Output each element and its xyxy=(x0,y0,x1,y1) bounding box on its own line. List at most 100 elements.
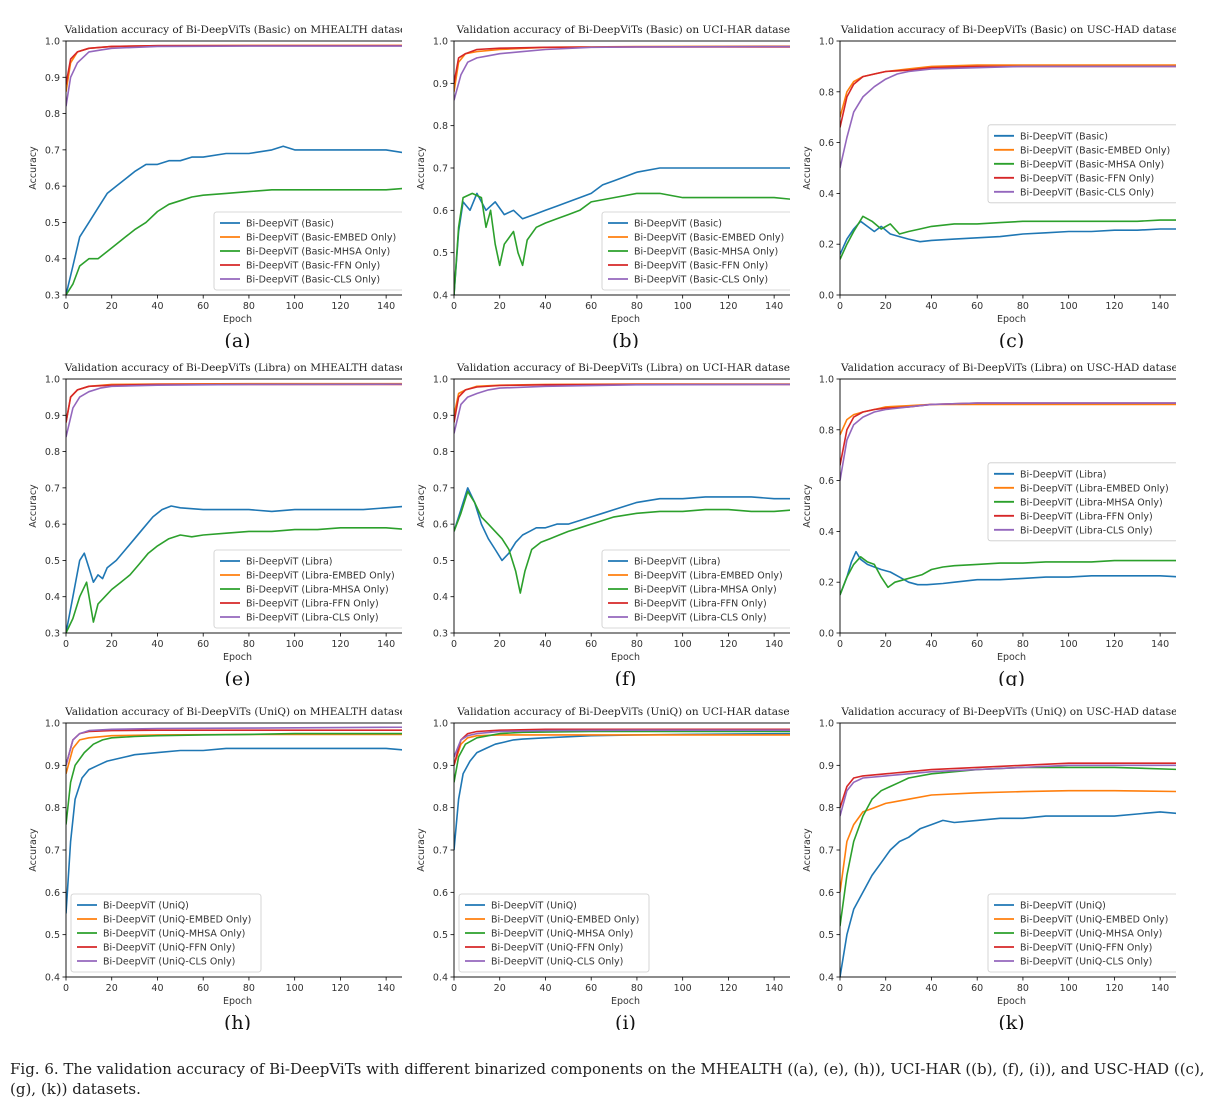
y-axis-label: Accuracy xyxy=(416,484,427,528)
series-line-5 xyxy=(840,65,1176,169)
chart-panel-b: Validation accuracy of Bi-DeepViTs (Basi… xyxy=(390,8,790,348)
y-tick-label: 0.9 xyxy=(433,411,448,422)
chart-b: Validation accuracy of Bi-DeepViTs (Basi… xyxy=(416,24,790,348)
x-tick-label: 140 xyxy=(377,639,395,650)
y-tick-label: 0.8 xyxy=(45,109,60,120)
legend-label: Bi-DeepViT (Basic) xyxy=(634,219,722,230)
x-tick-label: 40 xyxy=(151,301,163,312)
legend-label: Bi-DeepViT (UniQ-FFN Only) xyxy=(103,943,235,954)
legend-label: Bi-DeepViT (UniQ-CLS Only) xyxy=(103,957,235,968)
y-tick-label: 0.6 xyxy=(45,182,60,193)
x-tick-label: 40 xyxy=(925,301,937,312)
x-tick-label: 80 xyxy=(631,639,643,650)
y-tick-label: 0.6 xyxy=(45,888,60,899)
x-axis-label: Epoch xyxy=(611,314,640,325)
x-tick-label: 120 xyxy=(1105,639,1123,650)
chart-c: Validation accuracy of Bi-DeepViTs (Basi… xyxy=(802,24,1176,348)
x-tick-label: 140 xyxy=(377,301,395,312)
y-axis-label: Accuracy xyxy=(28,146,39,190)
x-tick-label: 60 xyxy=(971,983,983,994)
legend-label: Bi-DeepViT (Libra-FFN Only) xyxy=(1020,511,1153,522)
series-line-4 xyxy=(840,762,1176,808)
series-line-4 xyxy=(454,383,790,423)
y-tick-label: 0.8 xyxy=(45,447,60,458)
figure-caption: Fig. 6. The validation accuracy of Bi-De… xyxy=(10,1060,1205,1098)
legend-label: Bi-DeepViT (Basic-EMBED Only) xyxy=(634,233,784,244)
chart-g: Validation accuracy of Bi-DeepViTs (Libr… xyxy=(802,362,1176,686)
y-tick-label: 0.3 xyxy=(45,629,60,640)
legend: Bi-DeepViT (Basic) Bi-DeepViT (Basic-EMBE… xyxy=(213,211,402,291)
series-line-3 xyxy=(66,187,402,295)
series-line-5 xyxy=(454,729,790,758)
y-tick-label: 0.4 xyxy=(433,592,448,603)
x-tick-label: 120 xyxy=(1105,983,1123,994)
legend-label: Bi-DeepViT (Basic-MHSA Only) xyxy=(246,247,390,258)
plot-frame xyxy=(453,378,790,634)
series-line-3 xyxy=(66,732,402,825)
figure-grid: Validation accuracy of Bi-DeepViTs (Basi… xyxy=(28,8,1176,1030)
legend: Bi-DeepViT (Basic) Bi-DeepViT (Basic-EMBE… xyxy=(601,211,790,291)
x-tick-label: 100 xyxy=(1060,639,1078,650)
x-tick-label: 80 xyxy=(1017,983,1029,994)
x-tick-label: 60 xyxy=(971,639,983,650)
legend: Bi-DeepViT (Libra) Bi-DeepViT (Libra-EMBE… xyxy=(601,549,790,629)
legend-label: Bi-DeepViT (Basic-MHSA Only) xyxy=(1020,159,1164,170)
y-tick-label: 0.8 xyxy=(819,87,834,98)
series-line-5 xyxy=(454,383,790,434)
chart-panel-c: Validation accuracy of Bi-DeepViTs (Basi… xyxy=(776,8,1176,348)
y-tick-label: 0.4 xyxy=(45,254,60,265)
y-tick-label: 0.7 xyxy=(45,483,60,494)
chart-e: Validation accuracy of Bi-DeepViTs (Libr… xyxy=(28,362,402,686)
series-line-1 xyxy=(840,811,1176,977)
legend-label: Bi-DeepViT (UniQ) xyxy=(491,901,577,912)
subfigure-label: (g) xyxy=(998,668,1025,686)
x-tick-label: 20 xyxy=(106,301,118,312)
x-tick-label: 120 xyxy=(1105,301,1123,312)
x-tick-label: 0 xyxy=(451,983,457,994)
chart-panel-i: Validation accuracy of Bi-DeepViTs (UniQ… xyxy=(390,690,790,1030)
x-tick-label: 20 xyxy=(880,301,892,312)
x-tick-label: 0 xyxy=(63,301,69,312)
x-tick-label: 120 xyxy=(719,983,737,994)
x-tick-label: 80 xyxy=(243,301,255,312)
y-tick-label: 0.5 xyxy=(45,556,60,567)
chart-panel-f: Validation accuracy of Bi-DeepViTs (Libr… xyxy=(390,346,790,686)
y-tick-label: 1.0 xyxy=(819,375,834,386)
y-tick-label: 0.8 xyxy=(433,803,448,814)
series-line-4 xyxy=(454,46,790,84)
legend-label: Bi-DeepViT (UniQ-CLS Only) xyxy=(491,957,623,968)
x-tick-label: 80 xyxy=(1017,639,1029,650)
legend-label: Bi-DeepViT (UniQ-EMBED Only) xyxy=(1020,915,1168,926)
y-tick-label: 0.9 xyxy=(45,73,60,84)
series-line-1 xyxy=(840,550,1176,596)
legend-label: Bi-DeepViT (UniQ-CLS Only) xyxy=(1020,957,1152,968)
x-tick-label: 20 xyxy=(106,983,118,994)
chart-title: Validation accuracy of Bi-DeepViTs (UniQ… xyxy=(840,706,1176,718)
x-tick-label: 120 xyxy=(331,639,349,650)
x-tick-label: 20 xyxy=(106,639,118,650)
legend-label: Bi-DeepViT (Basic-FFN Only) xyxy=(1020,173,1154,184)
x-tick-label: 100 xyxy=(674,639,692,650)
x-tick-label: 60 xyxy=(585,301,597,312)
series-line-2 xyxy=(840,789,1176,893)
chart-i: Validation accuracy of Bi-DeepViTs (UniQ… xyxy=(416,706,790,1030)
x-tick-label: 140 xyxy=(765,301,783,312)
x-tick-label: 100 xyxy=(674,301,692,312)
legend-label: Bi-DeepViT (Basic-MHSA Only) xyxy=(634,247,778,258)
x-tick-label: 140 xyxy=(765,983,783,994)
legend-label: Bi-DeepViT (Basic-FFN Only) xyxy=(634,261,768,272)
y-tick-label: 0.7 xyxy=(433,846,448,857)
series-line-3 xyxy=(840,556,1176,596)
y-tick-label: 0.9 xyxy=(433,79,448,90)
y-tick-label: 0.3 xyxy=(45,291,60,302)
y-tick-label: 1.0 xyxy=(433,37,448,48)
series-line-1 xyxy=(66,505,402,633)
chart-panel-k: Validation accuracy of Bi-DeepViTs (UniQ… xyxy=(776,690,1176,1030)
legend-label: Bi-DeepViT (Libra-MHSA Only) xyxy=(246,585,389,596)
x-tick-label: 0 xyxy=(451,639,457,650)
y-tick-label: 0.4 xyxy=(819,973,834,984)
y-tick-label: 1.0 xyxy=(45,375,60,386)
y-tick-label: 0.5 xyxy=(433,248,448,259)
legend-label: Bi-DeepViT (Libra) xyxy=(1020,469,1106,480)
x-tick-label: 40 xyxy=(925,983,937,994)
